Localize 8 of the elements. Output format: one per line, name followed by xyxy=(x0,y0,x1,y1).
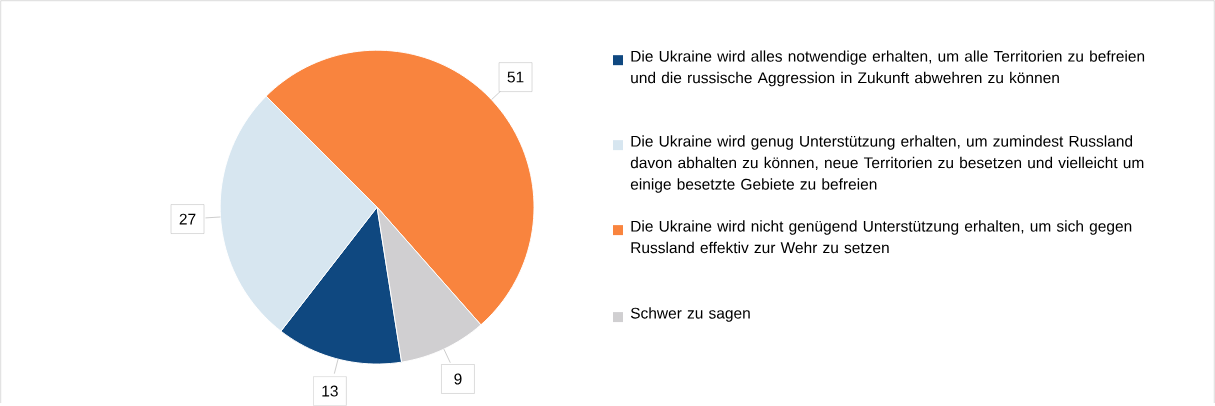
data-label: 13 xyxy=(322,385,338,397)
legend-label: Die Ukraine wird alles notwendige erhalten, um alle Territorien zu befreien und die russische Aggression in Zukunft abwehren zu können xyxy=(631,50,1145,87)
data-label: 51 xyxy=(507,71,524,83)
legend-label: Die Ukraine wird nicht genügend Unterstützung erhalten, um sich gegen Russland effektiv zur Wehr zu setzen xyxy=(631,220,1132,254)
data-label: 27 xyxy=(179,213,196,225)
legend-label: Schwer zu sagen xyxy=(630,307,750,322)
legend-label: Die Ukraine wird genug Unterstützung erhalten, um zumindest Russland davon abhalten zu können, neue Territorien zu besetzen und vielleicht um einige besetzte Gebiete zu befreien xyxy=(630,135,1144,193)
data-label: 9 xyxy=(454,373,462,385)
